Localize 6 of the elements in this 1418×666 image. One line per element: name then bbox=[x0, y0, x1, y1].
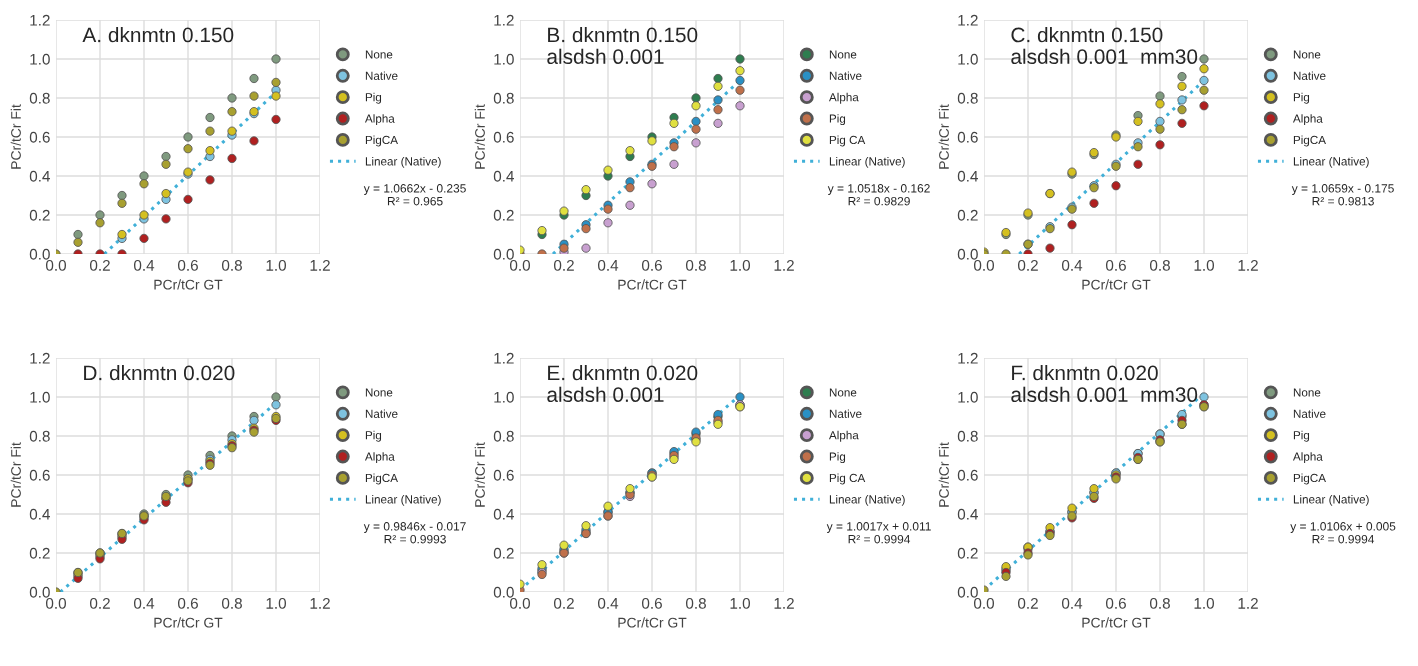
text: B. dknmtn 0.150 alsdsh 0.001 bbox=[547, 27, 698, 65]
text: F. dknmtn 0.020 alsdsh 0.001 mm30 bbox=[1011, 365, 1198, 403]
text: E. dknmtn 0.020 alsdsh 0.001 bbox=[547, 365, 698, 403]
text: C. dknmtn 0.150 alsdsh 0.001 mm30 bbox=[1011, 27, 1198, 65]
chart-title: A. dknmtn 0.150 bbox=[82, 27, 234, 43]
chart-title: D. dknmtn 0.020 bbox=[84, 365, 235, 381]
